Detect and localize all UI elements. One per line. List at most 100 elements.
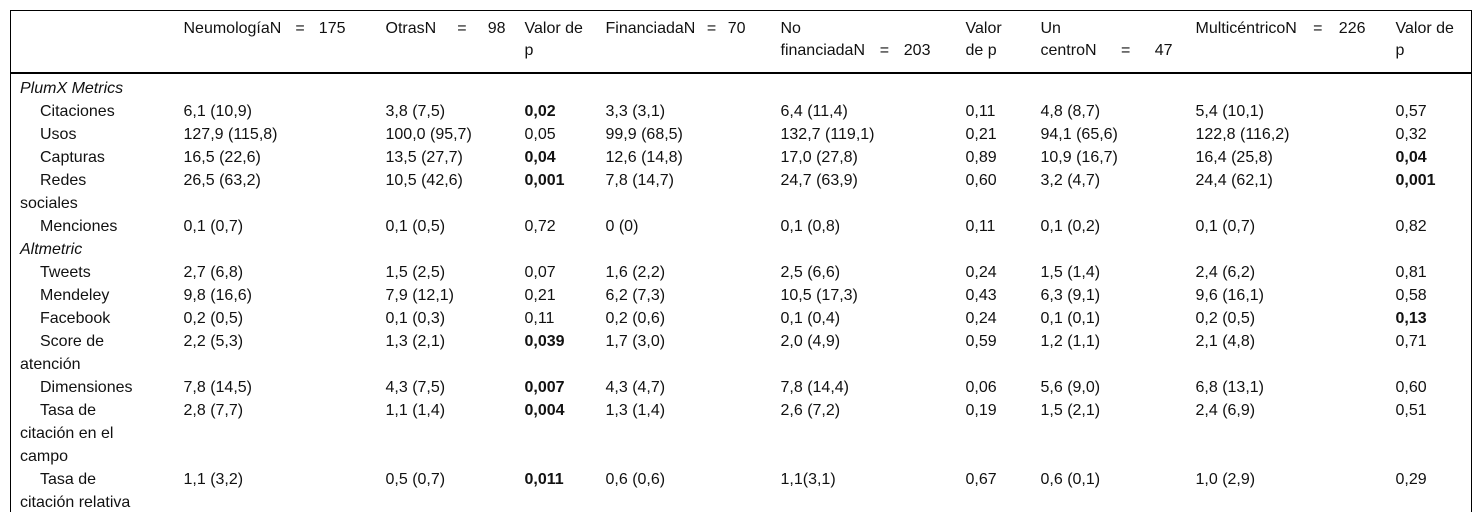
cell-value: 0,1 (0,7) [183, 218, 244, 235]
cell-value: 2,1 (4,8) [1195, 333, 1256, 350]
table-row: Usos 127,9 (115,8) 100,0 (95,7) 0,05 99,9 (6… [11, 123, 1472, 146]
cell-value: 10,5 (42,6) [385, 172, 463, 189]
cell-value: 17,0 (27,8) [780, 149, 858, 166]
cell-value: 99,9 (68,5) [605, 126, 683, 143]
cell-value: 0,60 [1395, 379, 1427, 396]
section-row: PlumX Metrics [11, 73, 1472, 100]
cell-value: 0,72 [524, 218, 556, 235]
cell-value: 6,8 (13,1) [1195, 379, 1264, 396]
section-title: Altmetric [20, 241, 83, 258]
cell-value: 0,59 [965, 333, 997, 350]
cell-value: 0,04 [1395, 149, 1427, 166]
cell-value: 132,7 (119,1) [780, 126, 875, 143]
cell-value: 0,19 [965, 402, 997, 419]
cell-value: 0,57 [1395, 103, 1427, 120]
column-header-valor-p-3: Valor de p [1396, 11, 1472, 74]
table-row: Tweets 2,7 (6,8) 1,5 (2,5) 0,07 1,6 (2,2) 2,5… [11, 261, 1472, 284]
cell-value: 3,3 (3,1) [605, 103, 666, 120]
cell-value: 0,06 [965, 379, 997, 396]
cell-value: 0,71 [1395, 333, 1427, 350]
cell-value: 5,4 (10,1) [1195, 103, 1264, 120]
cell-value: 0,24 [965, 310, 997, 327]
cell-value: 4,8 (8,7) [1040, 103, 1101, 120]
metrics-comparison-table: NeumologíaN = 175 OtrasN = 98 Valor de p Financi… [10, 10, 1472, 512]
table-row: Mendeley 9,8 (16,6) 7,9 (12,1) 0,21 6,2 (7,3… [11, 284, 1472, 307]
cell-value: 0 (0) [605, 218, 639, 235]
cell-value: 1,6 (2,2) [605, 264, 666, 281]
cell-value: 0,21 [524, 287, 556, 304]
cell-value: 4,3 (7,5) [385, 379, 446, 396]
cell-value: 0,58 [1395, 287, 1427, 304]
column-header-text: Valor de p [524, 20, 583, 59]
cell-value: 2,5 (6,6) [780, 264, 841, 281]
cell-value: 2,8 (7,7) [183, 402, 244, 419]
cell-value: 1,3 (2,1) [385, 333, 446, 350]
cell-value: 1,5 (1,4) [1040, 264, 1101, 281]
cell-value: 2,7 (6,8) [183, 264, 244, 281]
row-label: Mendeley [40, 287, 110, 304]
row-label: Redes sociales [20, 172, 87, 212]
row-label: Dimensiones [40, 379, 133, 396]
cell-value: 0,1 (0,4) [780, 310, 841, 327]
column-header-no-financiada: No financiadaN = 203 [781, 11, 966, 74]
column-header-text: Valor de p [965, 20, 1002, 59]
column-header-text: OtrasN = 98 [385, 20, 506, 37]
cell-value: 2,4 (6,9) [1195, 402, 1256, 419]
cell-value: 0,1 (0,3) [385, 310, 446, 327]
cell-value: 3,8 (7,5) [385, 103, 446, 120]
cell-value: 94,1 (65,6) [1040, 126, 1118, 143]
cell-value: 0,6 (0,6) [605, 471, 666, 488]
table-body: PlumX Metrics Citaciones 6,1 (10,9) 3,8 (7,… [11, 73, 1472, 512]
table-header-row: NeumologíaN = 175 OtrasN = 98 Valor de p Financi… [10, 11, 1472, 74]
table-row: Dimensiones 7,8 (14,5) 4,3 (7,5) 0,007 4,3 (… [11, 376, 1472, 399]
cell-value: 0,81 [1395, 264, 1427, 281]
cell-value: 6,4 (11,4) [780, 103, 848, 120]
cell-value: 13,5 (27,7) [385, 149, 463, 166]
cell-value: 0,13 [1395, 310, 1427, 327]
table-row: Redes sociales 26,5 (63,2) 10,5 (42,6) 0,00… [11, 169, 1472, 215]
cell-value: 0,2 (0,5) [1195, 310, 1256, 327]
column-header-text: Valor de p [1395, 20, 1454, 59]
cell-value: 7,8 (14,7) [605, 172, 674, 189]
column-header-text: FinanciadaN = 70 [605, 20, 746, 37]
cell-value: 1,5 (2,5) [385, 264, 446, 281]
cell-value: 0,2 (0,5) [183, 310, 244, 327]
cell-value: 1,5 (2,1) [1040, 402, 1101, 419]
cell-value: 0,039 [524, 333, 565, 350]
row-label: Menciones [40, 218, 118, 235]
cell-value: 1,7 (3,0) [605, 333, 666, 350]
column-header-multicentrico: MulticéntricoN = 226 [1196, 11, 1396, 74]
cell-value: 0,11 [965, 218, 996, 235]
cell-value: 0,1 (0,7) [1195, 218, 1256, 235]
section-title: PlumX Metrics [20, 80, 124, 97]
cell-value: 0,1 (0,5) [385, 218, 446, 235]
cell-value: 100,0 (95,7) [385, 126, 472, 143]
column-header-otras: OtrasN = 98 [386, 11, 525, 74]
cell-value: 0,67 [965, 471, 997, 488]
cell-value: 0,001 [1395, 172, 1436, 189]
cell-value: 1,1 (1,4) [385, 402, 446, 419]
column-header-valor-p-1: Valor de p [525, 11, 606, 74]
cell-value: 0,6 (0,1) [1040, 471, 1101, 488]
cell-value: 0,1 (0,1) [1040, 310, 1101, 327]
cell-value: 0,1 (0,8) [780, 218, 841, 235]
cell-value: 0,24 [965, 264, 997, 281]
cell-value: 6,3 (9,1) [1040, 287, 1101, 304]
table-row: Citaciones 6,1 (10,9) 3,8 (7,5) 0,02 3,3 (3,… [11, 100, 1472, 123]
cell-value: 0,001 [524, 172, 565, 189]
cell-value: 5,6 (9,0) [1040, 379, 1101, 396]
cell-value: 0,04 [524, 149, 556, 166]
cell-value: 1,1(3,1) [780, 471, 836, 488]
column-header-text: Un centroN = 47 [1040, 20, 1173, 59]
cell-value: 0,51 [1395, 402, 1427, 419]
cell-value: 0,11 [524, 310, 555, 327]
cell-value: 0,05 [524, 126, 556, 143]
cell-value: 24,7 (63,9) [780, 172, 858, 189]
cell-value: 9,8 (16,6) [183, 287, 252, 304]
table-header: NeumologíaN = 175 OtrasN = 98 Valor de p Financi… [10, 11, 1472, 74]
table-row: Capturas 16,5 (22,6) 13,5 (27,7) 0,04 12,6 (… [11, 146, 1472, 169]
cell-value: 1,3 (1,4) [605, 402, 666, 419]
cell-value: 1,2 (1,1) [1040, 333, 1101, 350]
table-row: Tasa de citación relativa 1,1 (3,2) 0,5 (0… [11, 468, 1472, 512]
